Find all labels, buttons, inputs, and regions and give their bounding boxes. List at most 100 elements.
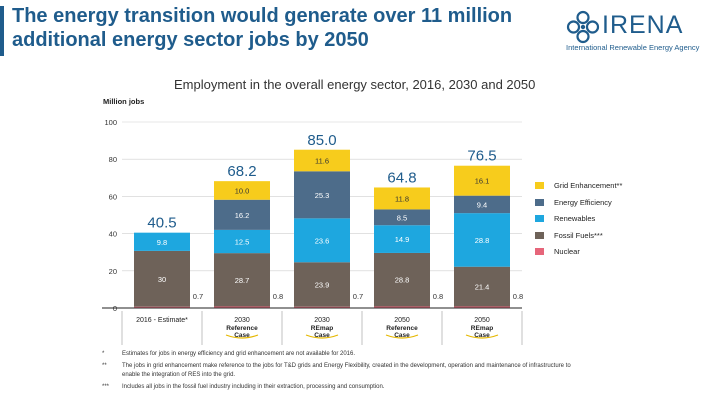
legend-item-nuclear: Nuclear	[535, 244, 715, 259]
y-tick-label: 20	[109, 267, 117, 276]
headline: The energy transition would generate ove…	[12, 4, 562, 52]
bar-segment-fossil	[454, 266, 510, 307]
bar-segment-nuclear	[454, 306, 510, 308]
data-label-renewables: 28.8	[475, 236, 490, 245]
bar-segment-efficiency	[374, 209, 430, 226]
total-label: 40.5	[147, 215, 176, 232]
x-category-label: 2016 - Estimate*	[136, 317, 188, 324]
data-label-fossil: 21.4	[475, 283, 490, 292]
x-category-label: 2030	[314, 317, 330, 324]
bar-segment-efficiency	[454, 195, 510, 214]
data-label-renewables: 23.6	[315, 236, 330, 245]
total-label: 68.2	[227, 163, 256, 180]
data-label-renewables: 9.8	[157, 238, 167, 247]
chart-title: Employment in the overall energy sector,…	[174, 77, 536, 92]
bar-segment-fossil	[214, 253, 270, 307]
data-label-grid: 16.1	[475, 177, 490, 186]
legend-label: Energy Efficiency	[554, 197, 612, 207]
bar-segment-efficiency	[214, 199, 270, 230]
y-tick-label: 100	[104, 118, 117, 127]
headline-line-2: additional energy sector jobs by 2050	[12, 29, 369, 51]
x-category-sublabel: Reference Case	[386, 325, 418, 339]
legend-swatch	[535, 248, 544, 255]
headline-accent-bar	[0, 6, 4, 56]
bar-segment-fossil	[374, 252, 430, 307]
scenario-brace	[385, 334, 419, 339]
legend-label: Grid Enhancement**	[554, 181, 623, 190]
headline-line-1: The energy transition would generate ove…	[12, 5, 513, 27]
bar-segment-grid	[374, 187, 430, 210]
footnote-marker: *	[102, 351, 105, 357]
legend-swatch	[535, 198, 544, 206]
bar-segment-fossil	[134, 250, 190, 307]
data-label-nuclear: 0.8	[433, 292, 443, 301]
data-label-efficiency: 9.4	[477, 200, 487, 209]
footnote-text: The jobs in grid enhancement make refere…	[122, 363, 571, 378]
data-label-efficiency: 8.5	[397, 213, 407, 222]
bar-segment-nuclear	[294, 306, 350, 308]
total-label: 64.8	[387, 169, 416, 186]
legend-item-fossil: Fossil Fuels***	[535, 228, 715, 243]
legend-swatch	[535, 215, 544, 222]
data-label-efficiency: 25.3	[315, 191, 330, 200]
x-category-sublabel: Reference Case	[226, 325, 258, 339]
bar-segment-renewables	[134, 232, 190, 251]
bar-segment-nuclear	[374, 306, 430, 308]
legend-item-renewables: Renewables	[535, 211, 715, 226]
irena-brand: IRENA	[602, 11, 684, 39]
footnote: ** The jobs in grid enhancement make refe…	[102, 362, 572, 380]
irena-rings-icon	[566, 10, 600, 44]
y-axis-label: Million jobs	[103, 97, 144, 106]
bar-segment-renewables	[374, 225, 430, 253]
data-label-fossil: 23.9	[315, 280, 330, 289]
data-label-grid: 11.8	[395, 194, 409, 203]
bar-segment-efficiency	[294, 171, 350, 219]
scenario-brace	[225, 334, 259, 339]
y-tick-label: 80	[109, 155, 117, 164]
footnote-text: Estimates for jobs in energy efficiency …	[122, 351, 356, 357]
footnote: *** Includes all jobs in the fossil fuel …	[102, 383, 572, 392]
bar-segment-grid	[214, 181, 270, 200]
x-category-sublabel: REmap Case	[311, 325, 333, 339]
data-label-efficiency: 16.2	[235, 211, 250, 220]
data-label-fossil: 30	[158, 275, 166, 284]
footnote-marker: ***	[102, 384, 110, 390]
bar-segment-grid	[454, 165, 510, 196]
data-label-fossil: 28.7	[235, 276, 250, 285]
bar-segment-renewables	[214, 229, 270, 254]
scenario-brace	[305, 334, 339, 339]
total-label: 76.5	[467, 148, 496, 165]
x-category-label: 2050	[474, 317, 490, 324]
legend-item-efficiency: Energy Efficiency	[535, 195, 715, 210]
bar-segment-renewables	[454, 213, 510, 267]
footnote-text: Includes all jobs in the fossil fuel ind…	[122, 384, 385, 390]
chart-legend: Grid Enhancement** Energy Efficiency Renew…	[535, 178, 715, 261]
bar-segment-nuclear	[214, 306, 270, 308]
legend-label: Nuclear	[554, 247, 580, 256]
legend-swatch	[535, 182, 544, 189]
x-category-label: 2050	[394, 317, 410, 324]
irena-subtitle: International Renewable Energy Agency	[566, 43, 700, 52]
legend-item-grid: Grid Enhancement**	[535, 178, 715, 193]
irena-logo: IRENA International Renewable Energy Age…	[566, 10, 716, 58]
data-label-renewables: 12.5	[235, 238, 250, 247]
legend-swatch	[535, 231, 544, 239]
data-label-nuclear: 0.7	[193, 292, 203, 301]
legend-label: Fossil Fuels***	[554, 230, 603, 240]
data-label-nuclear: 0.7	[353, 292, 363, 301]
total-label: 85.0	[307, 132, 336, 149]
footnotes: * Estimates for jobs in energy efficiency…	[102, 350, 572, 395]
x-category-label: 2030	[234, 317, 250, 324]
legend-label: Renewables	[554, 214, 596, 223]
y-tick-label: 40	[109, 230, 117, 239]
data-label-grid: 10.0	[235, 186, 250, 195]
footnote: * Estimates for jobs in energy efficiency…	[102, 350, 572, 359]
data-label-grid: 11.6	[315, 157, 329, 166]
data-label-nuclear: 0.8	[513, 292, 523, 301]
bar-segment-nuclear	[134, 306, 190, 308]
bar-segment-renewables	[294, 218, 350, 263]
bar-segment-fossil	[294, 262, 350, 307]
x-category-sublabel: REmap Case	[471, 325, 493, 339]
data-label-nuclear: 0.8	[273, 292, 283, 301]
